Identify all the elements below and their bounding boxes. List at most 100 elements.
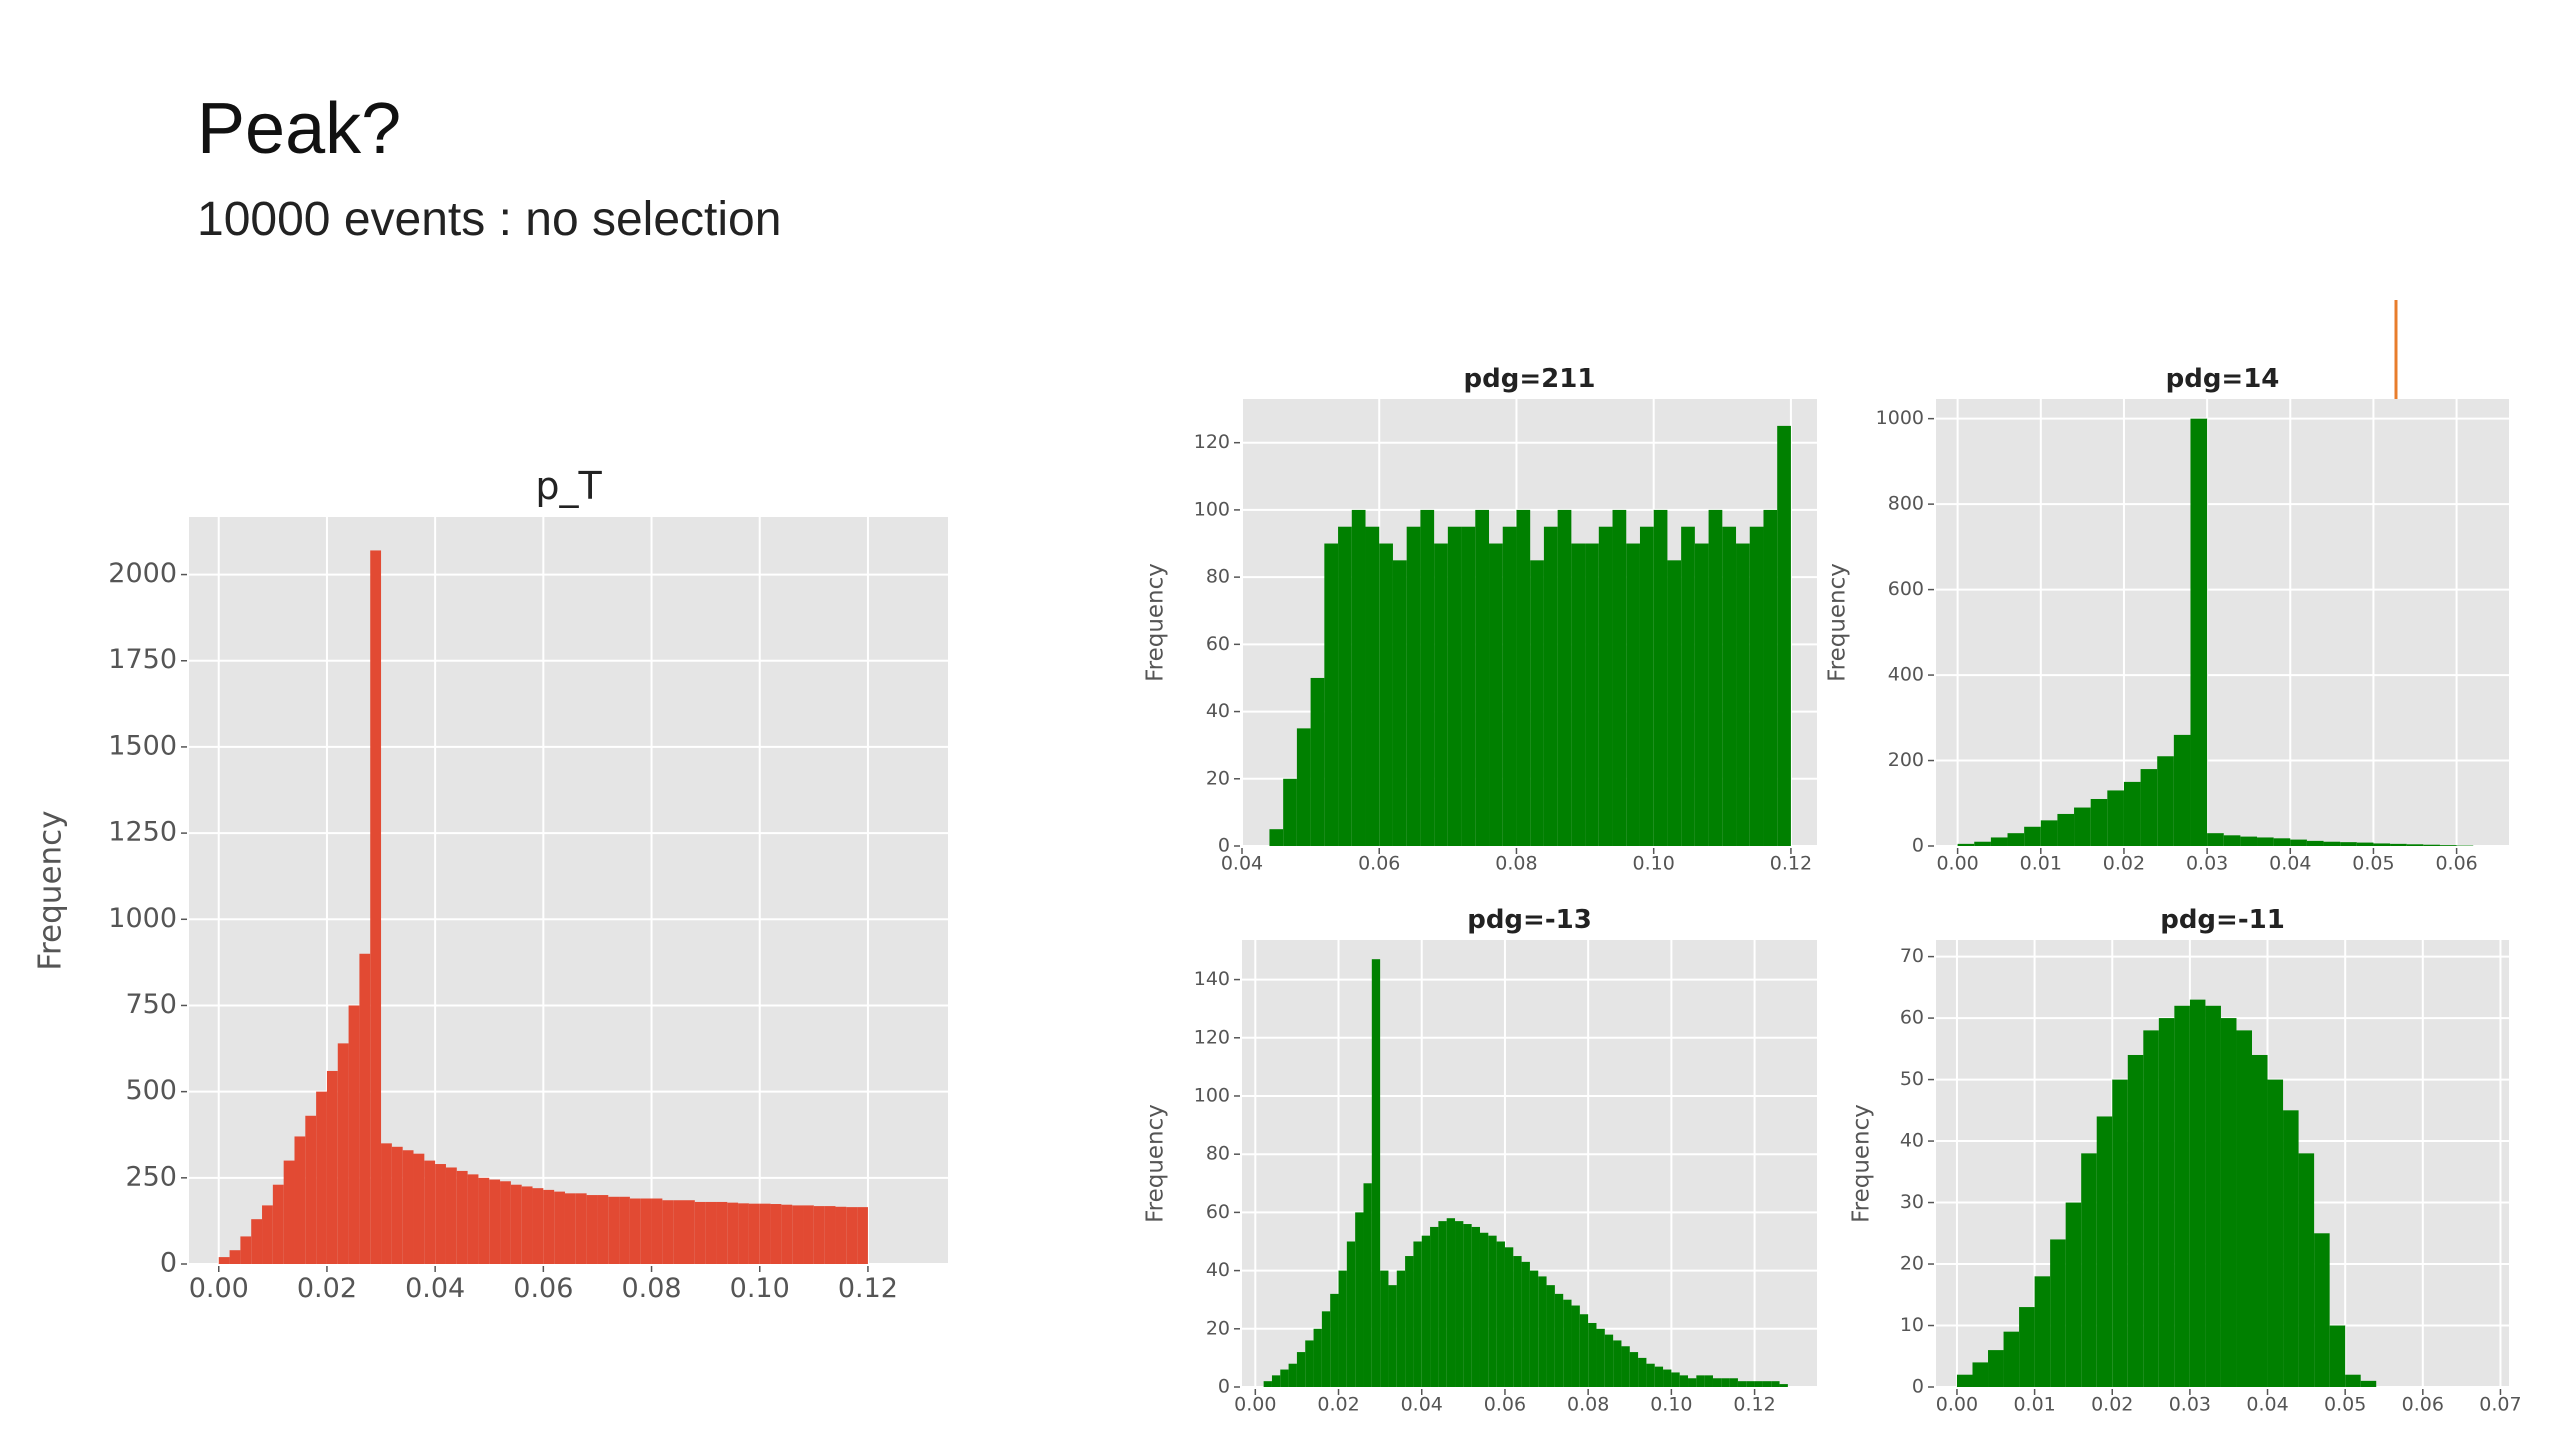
bar — [2090, 798, 2108, 846]
x-tick-label: 0.04 — [1401, 1394, 1443, 1416]
bar — [1355, 1212, 1364, 1387]
y-tick-label: 100 — [1194, 498, 1230, 520]
bar — [1696, 1375, 1705, 1387]
bar — [1543, 526, 1558, 846]
bar — [543, 1189, 555, 1264]
bar — [2158, 1018, 2175, 1387]
x-tick-label: 0.04 — [2269, 853, 2311, 875]
x-tick-label: 0.02 — [1317, 1394, 1359, 1416]
bar — [1529, 1270, 1539, 1387]
y-tick-label: 250 — [125, 1161, 177, 1192]
y-tick-label: 0 — [1912, 835, 1924, 857]
bar — [1538, 1276, 1547, 1387]
y-tick-label: 1000 — [1876, 407, 1924, 429]
bar — [1663, 1369, 1672, 1387]
bar — [684, 1200, 695, 1264]
bar — [1271, 1375, 1281, 1387]
bar — [1351, 509, 1366, 846]
y-tick-label: 400 — [1888, 664, 1924, 686]
bar — [2356, 842, 2374, 846]
y-axis-label: Frequency — [33, 810, 69, 970]
x-tick-label: 0.10 — [1650, 1394, 1692, 1416]
x-tick-label: 0.04 — [2246, 1394, 2288, 1416]
bar — [359, 953, 371, 1264]
bar — [2003, 1331, 2020, 1387]
bar — [2157, 756, 2174, 846]
bar — [2107, 790, 2124, 846]
bar — [1313, 1328, 1322, 1387]
bar — [478, 1177, 490, 1264]
bar — [337, 1043, 349, 1264]
bar — [640, 1198, 652, 1264]
bar — [1296, 728, 1311, 846]
bar — [1629, 1352, 1639, 1387]
y-tick-label: 1750 — [108, 644, 177, 675]
bar — [262, 1205, 273, 1264]
bar — [1777, 425, 1791, 846]
bar — [1571, 1305, 1580, 1387]
x-tick-label: 0.00 — [189, 1273, 249, 1304]
bar — [1421, 1235, 1431, 1387]
bar — [532, 1188, 544, 1264]
chart-title: p_T — [535, 464, 602, 508]
bar — [586, 1195, 598, 1264]
x-tick-label: 0.10 — [730, 1273, 790, 1304]
y-tick-label: 1500 — [108, 730, 177, 761]
bar — [1305, 1340, 1314, 1387]
bar — [1671, 1372, 1680, 1387]
bar — [2173, 734, 2191, 846]
chart-title: pdg=211 — [1464, 364, 1596, 394]
bar — [1557, 509, 1572, 846]
bar — [2007, 833, 2025, 846]
bar — [1434, 543, 1448, 846]
bar — [2252, 1054, 2268, 1387]
bar — [1283, 778, 1297, 846]
bar — [2298, 1153, 2315, 1387]
bar — [1667, 560, 1682, 846]
bar — [1763, 509, 1778, 846]
plot-background — [1936, 399, 2509, 846]
bar — [1708, 509, 1723, 846]
y-tick-label: 140 — [1194, 968, 1230, 990]
bar — [846, 1207, 858, 1264]
bar — [770, 1204, 782, 1264]
bar — [229, 1250, 241, 1264]
y-tick-label: 750 — [125, 989, 177, 1020]
bar — [1588, 1322, 1597, 1387]
bar — [792, 1205, 804, 1264]
bar — [2390, 843, 2407, 846]
y-tick-label: 1000 — [108, 903, 177, 934]
bar — [240, 1236, 252, 1264]
bar — [1579, 1314, 1589, 1387]
bar — [2205, 1005, 2221, 1387]
bar — [467, 1174, 479, 1264]
y-tick-label: 40 — [1206, 700, 1230, 722]
bar — [2290, 839, 2307, 846]
y-tick-label: 1250 — [108, 817, 177, 848]
bar — [619, 1196, 630, 1264]
bar — [2340, 842, 2357, 846]
bar — [1729, 1378, 1738, 1387]
bar — [1463, 1224, 1472, 1387]
bar — [2065, 1202, 2082, 1387]
bar — [824, 1206, 836, 1264]
bar — [629, 1198, 641, 1264]
bar — [2057, 813, 2075, 846]
x-tick-label: 0.00 — [1936, 853, 1978, 875]
bar — [381, 1143, 392, 1264]
slide-title: Peak? — [197, 89, 402, 169]
y-axis-label: Frequency — [1143, 1104, 1169, 1223]
bar — [2220, 1018, 2237, 1387]
bar — [1990, 837, 2008, 846]
bar — [835, 1206, 847, 1264]
bar — [272, 1184, 284, 1264]
x-tick-label: 0.03 — [2186, 853, 2228, 875]
bar — [1379, 543, 1393, 846]
bar — [1546, 1285, 1555, 1387]
bar — [2189, 999, 2206, 1387]
bar — [1413, 1241, 1422, 1387]
bar — [2257, 837, 2274, 846]
bar — [1475, 509, 1490, 846]
bar — [1380, 1270, 1389, 1387]
bar — [575, 1193, 587, 1264]
